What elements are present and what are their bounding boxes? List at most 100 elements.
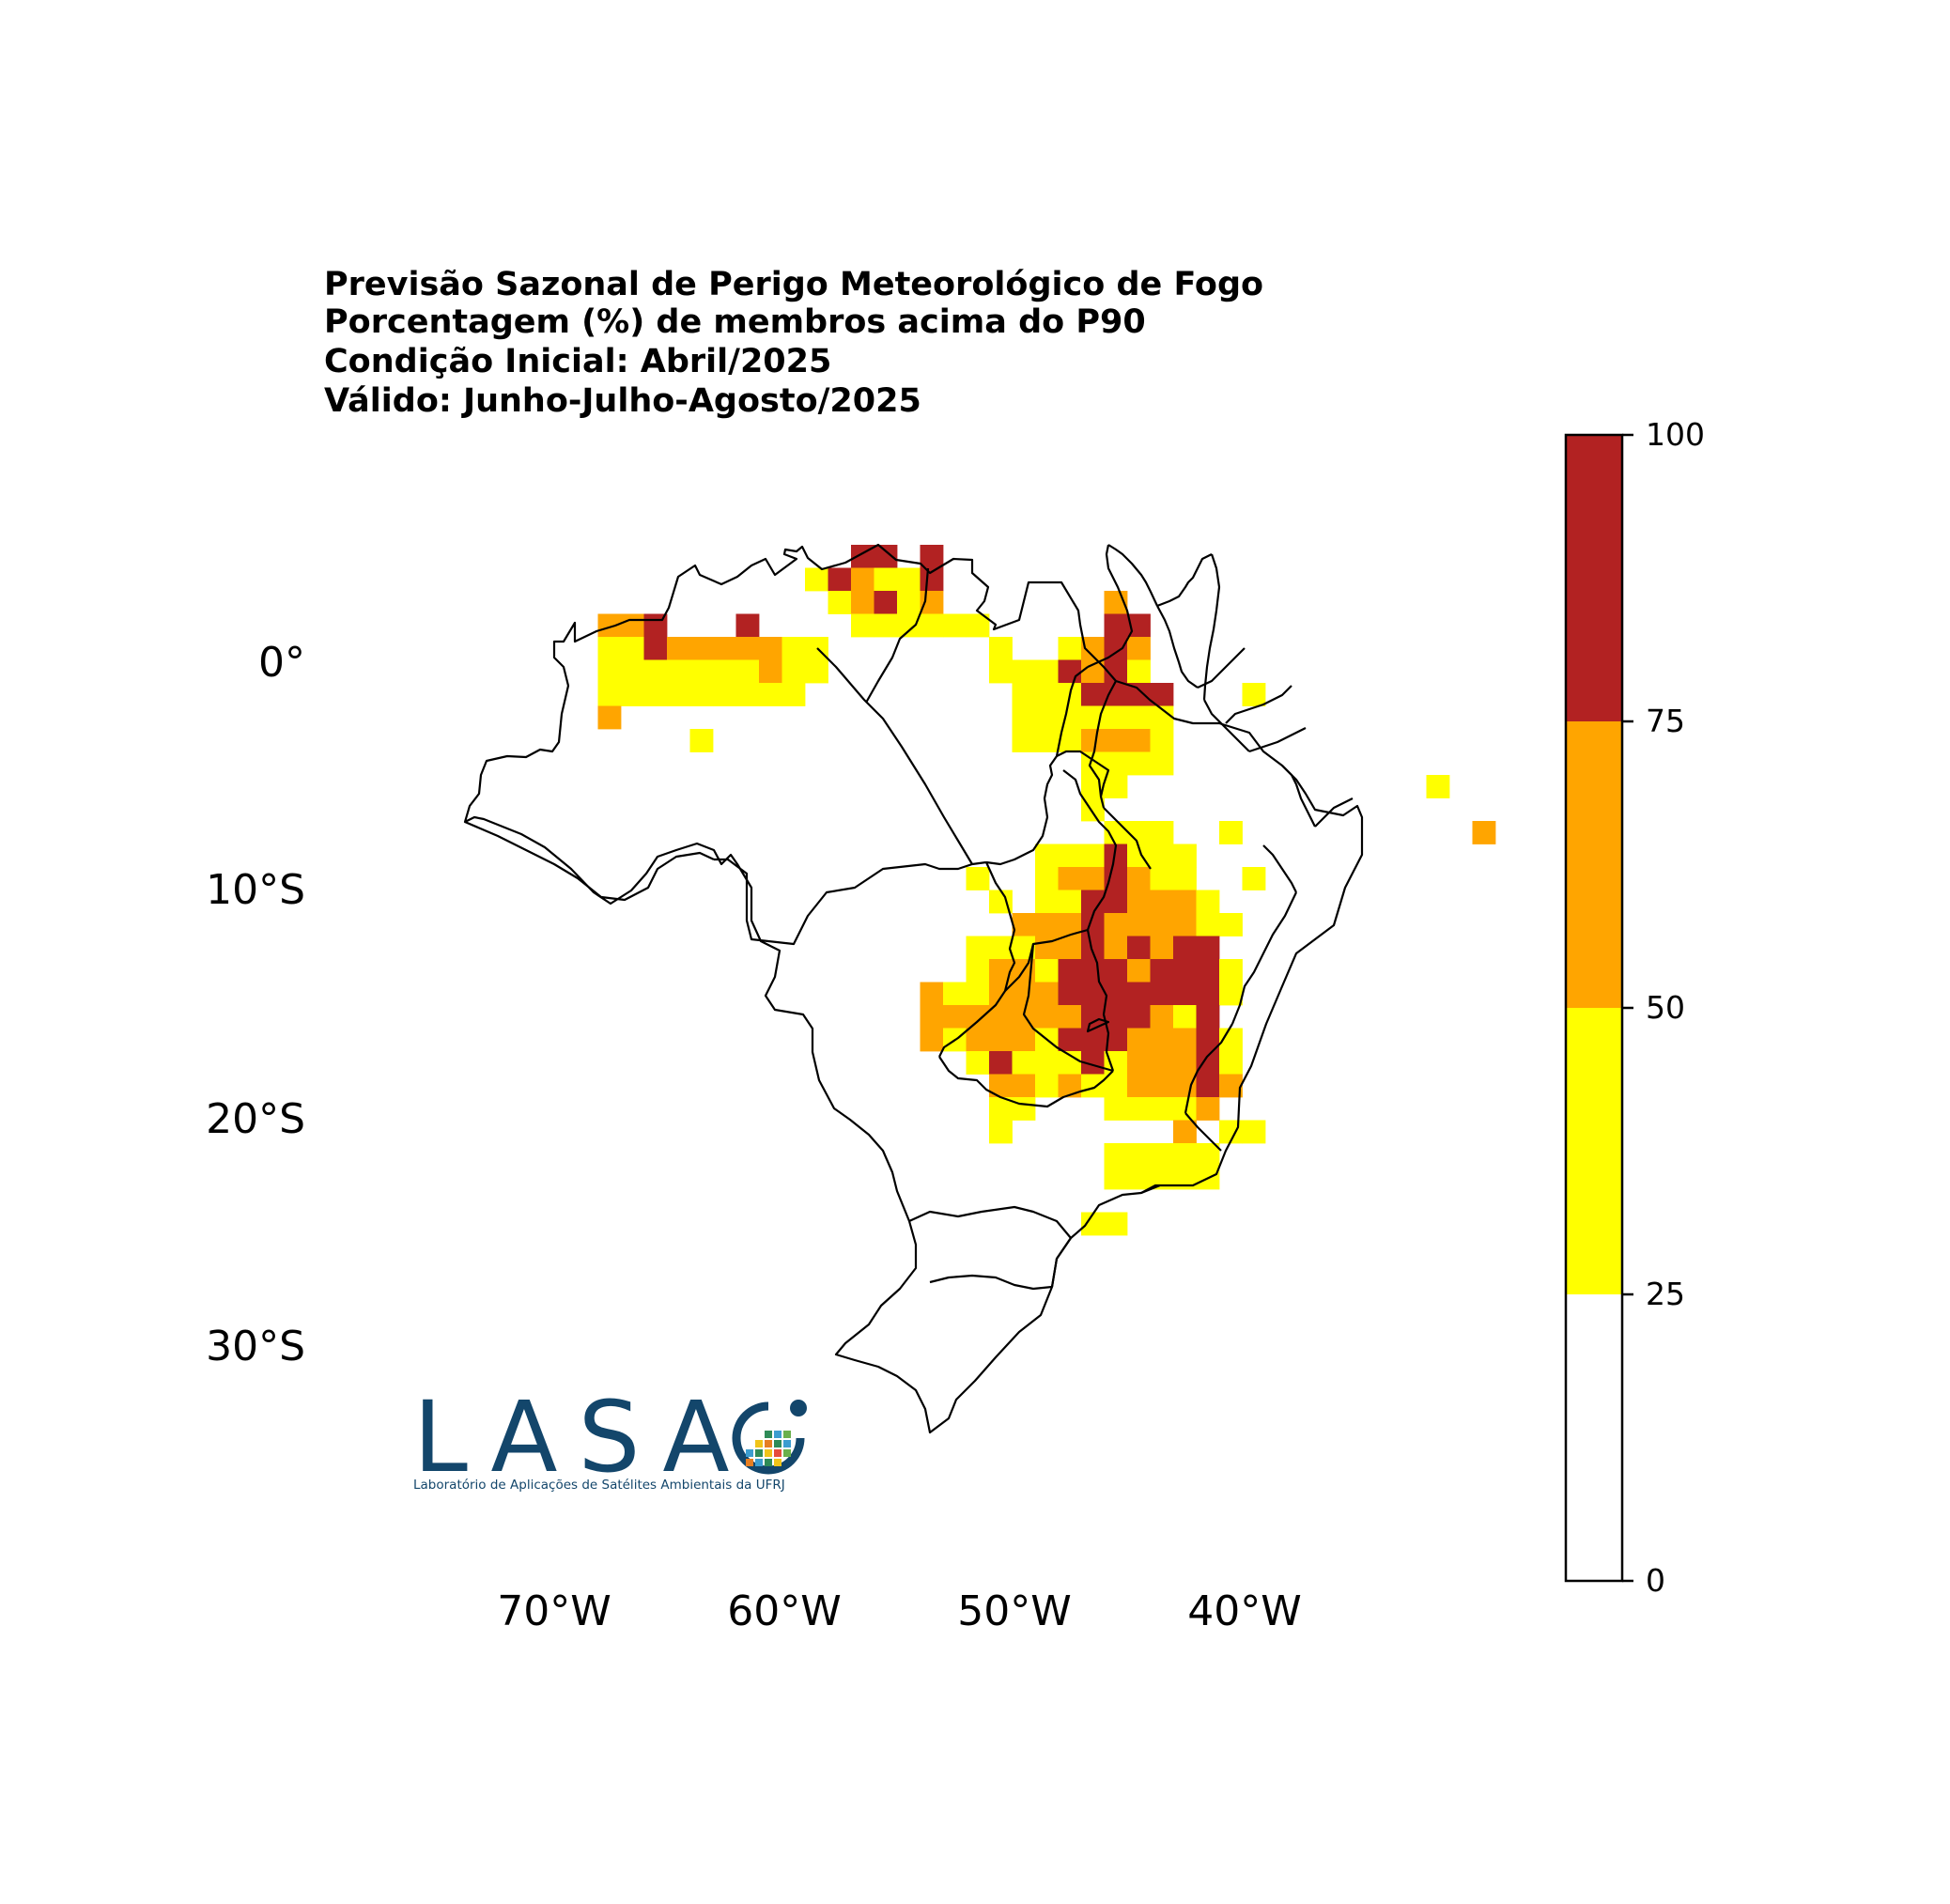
grid-cell — [1426, 775, 1450, 798]
grid-cell — [643, 637, 668, 660]
grid-cell — [1081, 683, 1105, 706]
grid-cell — [597, 659, 622, 684]
grid-cell — [828, 591, 852, 614]
grid-cell — [1035, 683, 1059, 706]
grid-cell — [689, 637, 714, 660]
colorbar-tick-50: 50 — [1646, 989, 1685, 1026]
grid-cell — [1035, 844, 1059, 868]
grid-cell — [1173, 1051, 1197, 1075]
grid-cell — [1104, 1005, 1128, 1029]
grid-cell — [1196, 959, 1220, 983]
grid-cell — [1058, 705, 1082, 730]
colorbar-tick-25: 25 — [1646, 1276, 1685, 1312]
grid-cell — [1173, 1005, 1197, 1029]
grid-cell — [1127, 705, 1151, 730]
grid-cell — [920, 1028, 944, 1052]
grid-cell — [989, 936, 1013, 960]
grid-cell — [621, 637, 644, 660]
grid-cell — [759, 659, 782, 684]
logo-subtitle: Laboratório de Aplicações de Satélites A… — [413, 1478, 785, 1493]
title-line-2: Porcentagem (%) de membros acima do P90 — [324, 303, 1146, 341]
brazil-state-borders — [463, 543, 1364, 1434]
grid-cell — [1058, 637, 1082, 660]
grid-cell — [1012, 659, 1036, 684]
grid-cell — [1127, 890, 1151, 914]
grid-cell — [1104, 1212, 1128, 1236]
grid-cell — [1081, 867, 1105, 890]
grid-cell — [1104, 821, 1128, 844]
grid-cell — [1058, 936, 1082, 960]
grid-cell — [1058, 844, 1082, 868]
logo-globe-icon — [732, 1400, 807, 1475]
grid-cell — [1058, 867, 1082, 890]
grid-cell — [1150, 982, 1174, 1006]
grid-cell — [1150, 1097, 1174, 1121]
grid-cell — [1035, 705, 1059, 730]
grid-cell — [966, 1051, 990, 1075]
grid-cell — [1127, 1097, 1151, 1121]
grid-cell — [1104, 913, 1128, 937]
grid-cell — [851, 567, 874, 592]
grid-cell — [1150, 913, 1174, 937]
grid-cell — [1081, 959, 1105, 983]
colorbar-bin-1 — [1566, 1008, 1622, 1294]
grid-cell — [1196, 982, 1220, 1006]
lon-tick-70w: 70°W — [497, 1587, 611, 1635]
grid-cell — [735, 637, 760, 660]
grid-cell — [1173, 1143, 1197, 1167]
grid-cell — [1127, 867, 1151, 890]
grid-cell — [1104, 1166, 1128, 1190]
grid-cell — [989, 982, 1013, 1006]
grid-cell — [1127, 913, 1151, 937]
grid-cell — [759, 683, 782, 706]
grid-cell — [1058, 659, 1082, 684]
grid-cell — [1242, 683, 1266, 706]
title-line-1: Previsão Sazonal de Perigo Meteorológico… — [324, 266, 1264, 303]
grid-cell — [1127, 1051, 1151, 1075]
grid-cell — [1219, 982, 1243, 1006]
grid-cell — [1173, 1074, 1197, 1098]
lasa-logo: LASA Laboratório de Aplicações de Satéli… — [413, 1385, 808, 1517]
grid-cell — [1150, 751, 1174, 776]
grid-cell — [782, 637, 806, 660]
lat-tick-0: 0° — [258, 639, 305, 687]
grid-cell — [1196, 936, 1220, 960]
grid-cell — [989, 1051, 1013, 1075]
grid-cell — [1127, 959, 1151, 983]
grid-cell — [667, 683, 690, 706]
brazil-outline — [463, 543, 1364, 1434]
grid-cell — [1127, 1005, 1151, 1029]
grid-cell — [1127, 659, 1151, 684]
colorbar-bin-0 — [1566, 1294, 1622, 1581]
grid-cell — [1173, 867, 1197, 890]
grid-cell — [1081, 729, 1105, 752]
grid-cell — [1012, 705, 1036, 730]
grid-cell — [920, 591, 944, 614]
lon-tick-50w: 50°W — [957, 1587, 1072, 1635]
lon-tick-60w: 60°W — [727, 1587, 842, 1635]
lat-tick-10s: 10°S — [206, 866, 305, 914]
grid-cell — [943, 613, 967, 638]
grid-cell — [643, 683, 668, 706]
grid-cell — [1127, 751, 1151, 776]
grid-cell — [851, 591, 874, 614]
grid-cell — [966, 982, 990, 1006]
grid-cell — [966, 936, 990, 960]
grid-cell — [1035, 867, 1059, 890]
grid-cell — [1150, 844, 1174, 868]
grid-cell — [713, 683, 736, 706]
grid-cell — [1219, 913, 1243, 937]
grid-cell — [874, 545, 898, 568]
grid-cell — [1035, 982, 1059, 1006]
grid-cell — [1150, 867, 1174, 890]
grid-cell — [621, 659, 644, 684]
grid-cell — [597, 705, 622, 730]
grid-cell — [1242, 1120, 1266, 1144]
grid-cell — [1012, 1028, 1036, 1052]
grid-cell — [920, 982, 944, 1006]
grid-cell — [897, 591, 921, 614]
grid-cell — [1081, 844, 1105, 868]
grid-cell — [1127, 982, 1151, 1006]
grid-cell — [1173, 844, 1197, 868]
